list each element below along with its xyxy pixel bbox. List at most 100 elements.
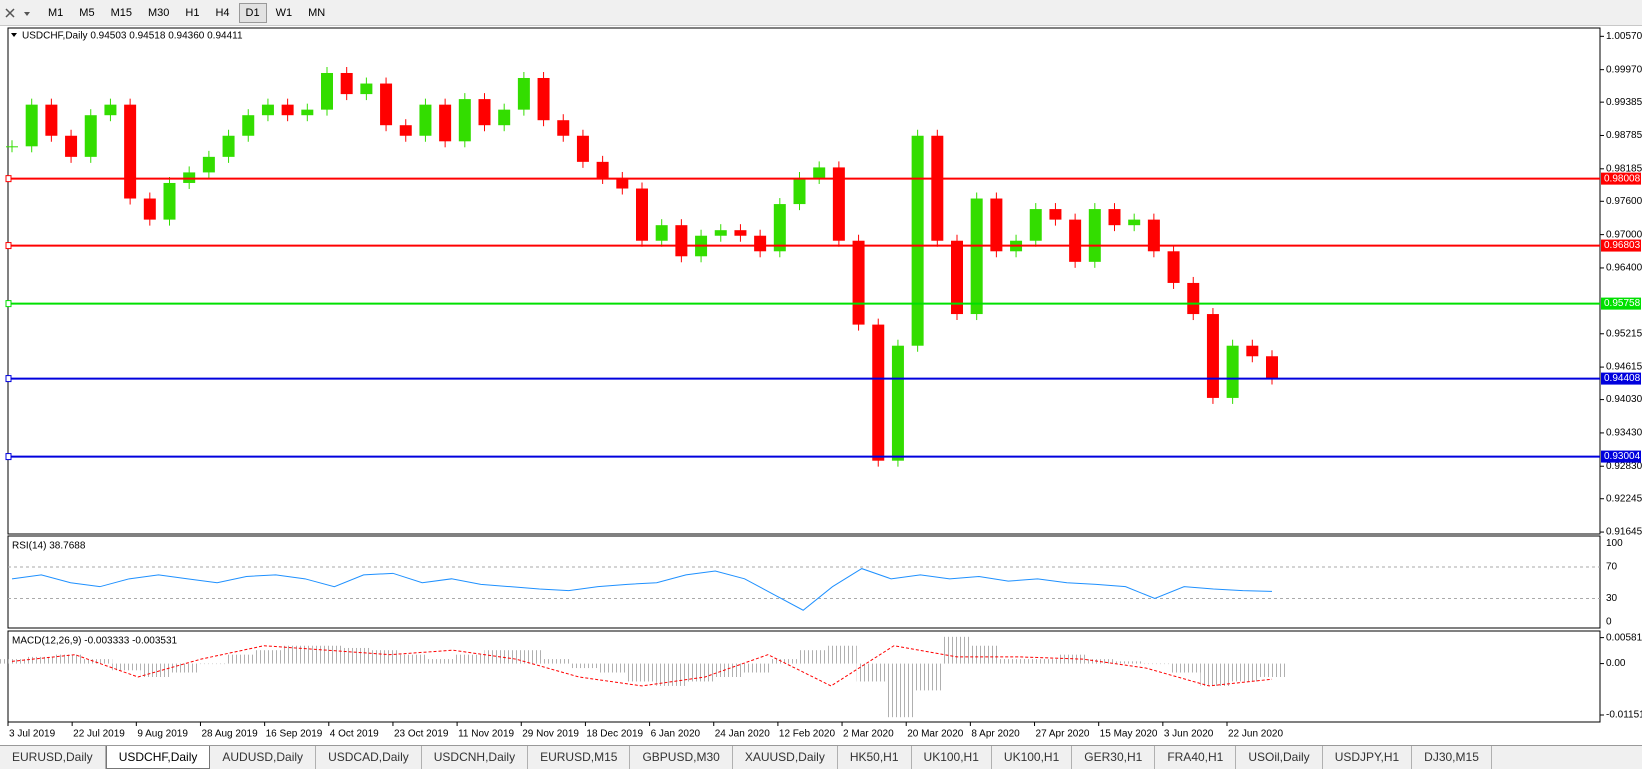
- candle: [891, 345, 904, 461]
- date-label: 8 Apr 2020: [971, 729, 1020, 740]
- price-tick-label: 0.92830: [1606, 461, 1642, 472]
- date-label: 29 Nov 2019: [522, 729, 579, 740]
- price-tick-label: 0.96400: [1606, 263, 1642, 274]
- chart-tab[interactable]: GBPUSD,M30: [630, 746, 733, 769]
- candle: [202, 156, 215, 173]
- chart-tab[interactable]: EURUSD,Daily: [0, 746, 106, 769]
- chart-tab[interactable]: UK100,H1: [992, 746, 1073, 769]
- candle: [242, 115, 255, 136]
- date-label: 22 Jul 2019: [73, 729, 125, 740]
- chart-tab[interactable]: AUDUSD,Daily: [210, 746, 317, 769]
- candle: [754, 235, 767, 252]
- candle: [872, 324, 885, 461]
- price-tick-label: 0.97600: [1606, 196, 1642, 207]
- rsi-tick-label: 70: [1606, 562, 1618, 573]
- candle: [517, 77, 530, 110]
- candle: [124, 104, 137, 199]
- candle: [261, 104, 274, 116]
- price-tick-label: 0.95215: [1606, 328, 1642, 339]
- level-handle: [5, 242, 12, 250]
- level-handle: [5, 300, 12, 308]
- macd-bar: [856, 663, 886, 682]
- date-label: 6 Jan 2020: [651, 729, 701, 740]
- candle: [1088, 209, 1101, 262]
- chart-tab[interactable]: USDCNH,Daily: [422, 746, 529, 769]
- level-label: 0.96803: [1604, 240, 1641, 251]
- price-tick-label: 0.94030: [1606, 394, 1642, 405]
- pane-frame: [7, 535, 1601, 629]
- level-handle: [5, 375, 12, 383]
- timeframe-button[interactable]: H4: [215, 6, 230, 19]
- chart-tab[interactable]: DJ30,M15: [1412, 746, 1492, 769]
- macd-bar: [942, 636, 972, 664]
- candle: [399, 125, 412, 136]
- chart-tab[interactable]: EURUSD,M15: [528, 746, 631, 769]
- timeframe-button[interactable]: H1: [185, 6, 200, 19]
- timeframe-button[interactable]: D1: [238, 2, 267, 23]
- macd-bar: [198, 663, 227, 665]
- candle: [1147, 219, 1160, 252]
- rsi-line: [11, 568, 1273, 611]
- candle: [104, 104, 117, 116]
- macd-tick-label: 0.00: [1606, 658, 1626, 669]
- timeframe-button[interactable]: M5: [79, 6, 95, 19]
- chart-tab[interactable]: UK100,H1: [912, 746, 992, 769]
- macd-bar: [284, 645, 313, 664]
- chart-tab[interactable]: USDJPY,H1: [1323, 746, 1413, 769]
- macd-bar: [713, 663, 743, 677]
- candle: [1187, 282, 1200, 315]
- candle: [25, 104, 38, 147]
- macd-bar: [570, 663, 600, 669]
- date-label: 3 Jun 2020: [1164, 729, 1214, 740]
- chart-tab[interactable]: XAUUSD,Daily: [733, 746, 838, 769]
- candle: [970, 198, 983, 315]
- candle: [380, 83, 393, 126]
- level-label-box: [1601, 172, 1641, 185]
- level-label-box: [1601, 239, 1641, 252]
- candle: [143, 198, 156, 220]
- timeframe-button[interactable]: M15: [110, 6, 132, 19]
- chart-tab[interactable]: GER30,H1: [1072, 746, 1156, 769]
- timeframe-button[interactable]: MN: [308, 6, 326, 19]
- candle: [793, 177, 806, 205]
- level-label: 0.94408: [1604, 373, 1641, 384]
- candle: [675, 225, 688, 257]
- candle: [813, 167, 826, 178]
- candle: [498, 109, 511, 126]
- candle: [65, 135, 78, 157]
- level-handle: [5, 175, 12, 183]
- pane-frame: [7, 27, 1601, 535]
- timeframe-toolbar: M1 M5 M15 M30 H1 H4 D1 W1 MN: [0, 0, 1642, 26]
- chart-tab[interactable]: USDCAD,Daily: [316, 746, 422, 769]
- candle: [990, 198, 1003, 252]
- chart-tab[interactable]: HK50,H1: [838, 746, 912, 769]
- macd-bar: [1171, 663, 1201, 673]
- candle: [557, 120, 570, 136]
- level-handle: [5, 453, 12, 461]
- rsi-tick-label: 0: [1606, 617, 1612, 628]
- candle: [1246, 345, 1259, 357]
- timeframe-button[interactable]: M1: [48, 6, 64, 19]
- macd-bar: [1028, 659, 1058, 664]
- chart-tab[interactable]: USDCHF,Daily: [105, 746, 211, 769]
- chart-tab[interactable]: USOil,Daily: [1236, 746, 1323, 769]
- date-label: 23 Oct 2019: [394, 729, 449, 740]
- date-label: 9 Aug 2019: [137, 729, 188, 740]
- macd-tick-label: -0.01151: [1606, 710, 1642, 721]
- candle: [1266, 356, 1278, 379]
- price-tick-label: 0.98185: [1606, 163, 1642, 174]
- date-label: 15 May 2020: [1100, 729, 1158, 740]
- date-label: 20 Mar 2020: [907, 729, 964, 740]
- level-label: 0.93004: [1604, 451, 1641, 462]
- macd-bar: [1143, 663, 1172, 665]
- candle: [537, 77, 550, 121]
- macd-bar: [599, 663, 628, 673]
- chart-tab[interactable]: FRA40,H1: [1155, 746, 1237, 769]
- macd-bar: [799, 650, 829, 664]
- macd-bar: [427, 659, 456, 664]
- timeframe-button[interactable]: M30: [147, 6, 170, 19]
- candle: [1128, 219, 1141, 226]
- candle: [6, 146, 18, 148]
- timeframe-button[interactable]: W1: [275, 6, 293, 19]
- price-tick-label: 0.97000: [1606, 229, 1642, 240]
